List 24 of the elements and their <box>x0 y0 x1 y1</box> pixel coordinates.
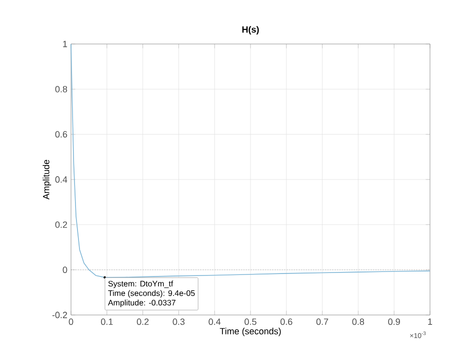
x-axis-title: Time (seconds) <box>220 328 281 336</box>
y-tick-label: 0.2 <box>55 221 68 228</box>
y-axis-title: Amplitude <box>42 160 52 200</box>
x-tick-label: 0 <box>68 318 74 325</box>
annotation: System: DtoYm_tf <box>108 280 174 288</box>
x-tick-label: 0.7 <box>316 318 328 325</box>
chart-title: H(s) <box>242 26 259 34</box>
x-tick-label: 0.3 <box>172 318 185 325</box>
y-tick-label: 0 <box>62 266 68 274</box>
x-tick-label: 0.9 <box>388 318 400 325</box>
y-tick-label: -0.2 <box>52 312 68 318</box>
x-tick-label: 0.2 <box>136 318 149 325</box>
y-tick-label: 0.8 <box>55 86 68 92</box>
x-tick-label: 0.4 <box>208 318 221 325</box>
y-tick-label: 1 <box>63 40 68 48</box>
annotation: Amplitude: -0.0337 <box>108 300 176 308</box>
annotation: Time (seconds): 9.4e-05 <box>108 290 195 298</box>
x-tick-label: 0.6 <box>280 318 292 325</box>
x-tick-label: 0.1 <box>100 318 113 325</box>
x-tick-label: 0.8 <box>352 318 364 325</box>
x-tick-label: 0.5 <box>244 318 256 325</box>
y-tick-label: 0.4 <box>55 176 68 183</box>
x-tick-label: 1 <box>428 318 432 325</box>
y-tick-label: 0.6 <box>55 131 68 138</box>
